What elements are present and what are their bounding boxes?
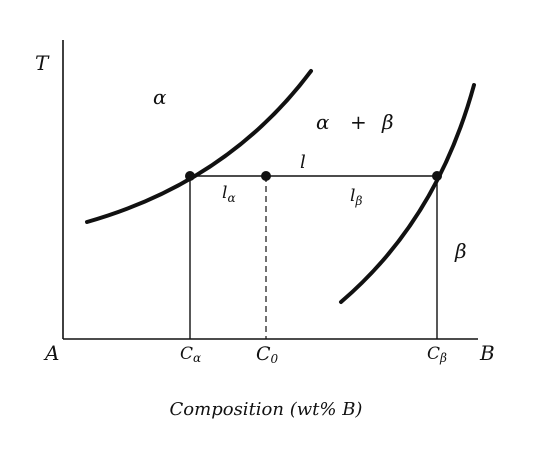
tie-line-label: l bbox=[300, 152, 306, 173]
l-beta-label: lβ bbox=[350, 186, 362, 208]
c-zero-main: C bbox=[256, 343, 271, 365]
two-phase-plus-label: + bbox=[350, 110, 367, 134]
l-alpha-sub: α bbox=[227, 191, 235, 205]
c-beta-label: Cβ bbox=[427, 344, 447, 365]
x-axis-end-label: B bbox=[479, 341, 495, 365]
beta-solvus-curve bbox=[339, 83, 476, 304]
alpha-region-label: α bbox=[153, 85, 167, 109]
c-alpha-sub: α bbox=[193, 351, 201, 365]
c-beta-point bbox=[432, 171, 442, 181]
two-phase-alpha-label: α bbox=[316, 110, 330, 134]
c-zero-sub: 0 bbox=[271, 352, 279, 366]
c-alpha-main: C bbox=[180, 344, 193, 364]
c-beta-main: C bbox=[427, 344, 440, 364]
l-alpha-label: lα bbox=[222, 183, 236, 205]
c-alpha-point bbox=[185, 171, 195, 181]
l-beta-main: l bbox=[350, 186, 355, 206]
c-beta-sub: β bbox=[439, 351, 447, 365]
y-axis-label: T bbox=[35, 51, 50, 75]
l-beta-sub: β bbox=[354, 194, 362, 208]
c-zero-label: C0 bbox=[256, 343, 279, 366]
c-zero-point bbox=[261, 171, 271, 181]
l-alpha-main: l bbox=[222, 183, 227, 203]
alpha-solvus-curve bbox=[85, 69, 313, 224]
c-alpha-label: Cα bbox=[180, 344, 201, 365]
two-phase-beta-label: β bbox=[381, 110, 394, 134]
x-axis-title: Composition (wt% B) bbox=[170, 399, 363, 420]
beta-region-label: β bbox=[454, 239, 467, 263]
origin-label: A bbox=[43, 341, 59, 365]
